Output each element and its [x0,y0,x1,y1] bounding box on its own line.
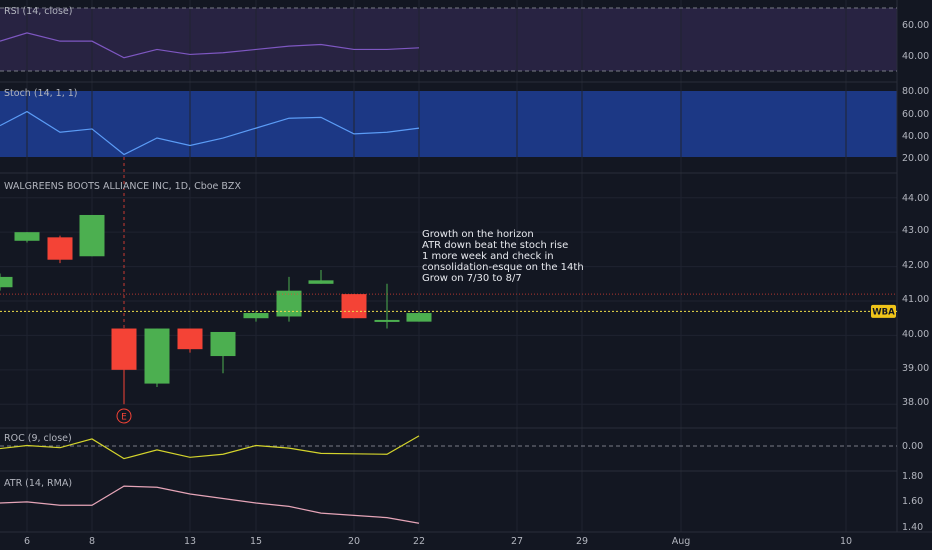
time-axis[interactable]: 6 8 13 15 20 22 27 29 Aug 10 [24,536,852,547]
y-tick: 40.00 [902,329,929,340]
grid-lines [0,0,897,532]
rsi-line [0,32,420,59]
series-layer [0,32,420,524]
earnings-marker[interactable]: E [116,408,132,424]
y-tick: 1.60 [902,496,923,507]
candle-body [243,313,269,319]
y-tick: 60.00 [902,20,929,31]
y-tick: 80.00 [902,86,929,97]
candle-body [14,232,40,241]
x-tick: 29 [576,536,588,547]
roc-line [0,435,420,460]
candle-body [47,237,73,260]
price-pane-label[interactable]: WALGREENS BOOTS ALLIANCE INC, 1D, Cboe B… [4,181,241,192]
roc-axis[interactable]: 0.00 [902,441,923,452]
x-tick: 22 [413,536,425,547]
candle-body [0,276,13,288]
annotation-line: consolidation-esque on the 14th [422,262,584,273]
annotation-line: Grow on 7/30 to 8/7 [422,273,522,284]
y-tick: 60.00 [902,109,929,120]
x-tick: 20 [348,536,360,547]
y-tick: 1.80 [902,471,923,482]
candle-body [79,214,105,257]
y-tick: 39.00 [902,363,929,374]
candle-body [308,280,334,284]
y-tick: 40.00 [902,51,929,62]
stoch-axis[interactable]: 80.00 60.00 40.00 20.00 [902,86,929,164]
y-tick: 43.00 [902,225,929,236]
text-annotation[interactable]: Growth on the horizon ATR down beat the … [422,229,584,284]
stoch-line [0,110,420,156]
y-tick: 44.00 [902,193,929,204]
atr-line [0,485,420,524]
candle-body [210,331,236,357]
candle-body [374,319,400,322]
candle-body [177,328,203,350]
earnings-marker-label: E [121,413,127,423]
candle-body [341,294,367,319]
x-tick: 6 [24,536,30,547]
rsi-label[interactable]: RSI (14, close) [4,6,72,17]
x-tick: 10 [840,536,852,547]
candle-body [276,290,302,317]
x-tick: 13 [184,536,196,547]
rsi-axis[interactable]: 60.00 40.00 [902,20,929,62]
atr-axis[interactable]: 1.80 1.60 1.40 [902,471,923,533]
price-badge[interactable]: WBA [871,304,896,318]
roc-label[interactable]: ROC (9, close) [4,433,72,444]
x-tick: 15 [250,536,262,547]
x-tick: 27 [511,536,523,547]
y-tick: 20.00 [902,153,929,164]
candle-body [144,328,170,384]
stoch-band [0,91,897,157]
annotation-line: Growth on the horizon [422,229,534,240]
annotation-line: ATR down beat the stoch rise [422,240,569,251]
price-axis[interactable]: 44.00 43.00 42.00 41.00 40.00 39.00 38.0… [902,193,929,408]
atr-label[interactable]: ATR (14, RMA) [4,478,72,489]
y-tick: 42.00 [902,260,929,271]
candle-body [111,328,137,370]
stoch-label[interactable]: Stoch (14, 1, 1) [4,88,78,99]
annotation-line: 1 more week and check in [422,251,554,262]
rsi-band [0,8,897,71]
y-tick: 40.00 [902,131,929,142]
y-tick: 38.00 [902,397,929,408]
candles-layer [0,214,432,405]
y-tick: 1.40 [902,522,923,533]
y-tick: 0.00 [902,441,923,452]
x-tick: Aug [672,536,691,547]
price-badge-label: WBA [872,307,895,317]
y-tick: 41.00 [902,294,929,305]
candle-body [406,313,432,322]
x-tick: 8 [89,536,95,547]
